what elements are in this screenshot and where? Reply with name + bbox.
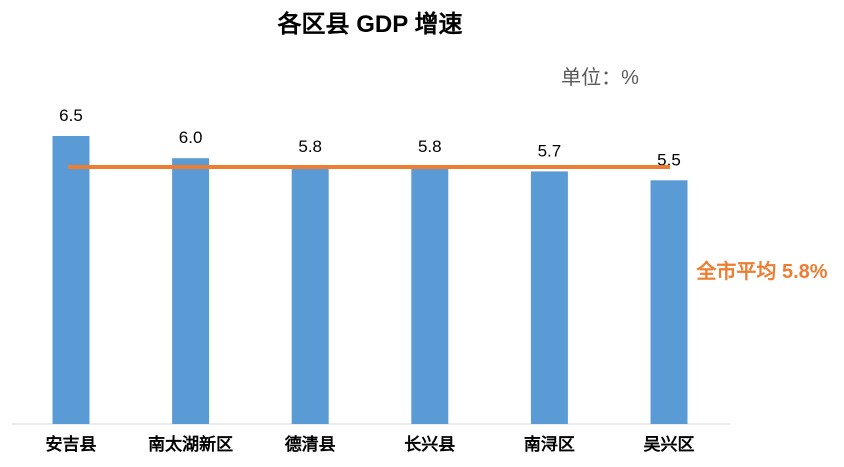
bar: [291, 167, 329, 424]
bar-value-label: 5.8: [418, 137, 442, 156]
bar: [650, 180, 688, 424]
bar-value-label: 6.0: [179, 128, 203, 147]
average-reference-label: 全市平均 5.8%: [695, 259, 827, 283]
bar-value-label: 5.8: [298, 137, 322, 156]
category-labels-layer: 安吉县 南太湖新区 德清县 长兴县 南浔区 吴兴区: [46, 434, 695, 454]
category-label: 安吉县: [46, 434, 97, 454]
unit-label: 单位：%: [561, 66, 639, 89]
category-label: 南太湖新区: [148, 434, 233, 454]
chart-title: 各区县 GDP 增速: [277, 10, 463, 38]
bar-value-label: 5.7: [538, 141, 562, 160]
bar: [411, 167, 449, 424]
bar: [52, 136, 90, 424]
bar: [530, 171, 568, 424]
bars-layer: [52, 136, 688, 424]
category-label: 吴兴区: [644, 435, 695, 454]
bar-value-label: 6.5: [59, 106, 83, 125]
category-label: 德清县: [285, 434, 336, 454]
value-labels-layer: 6.5 6.0 5.8 5.8 5.7 5.5: [59, 106, 681, 169]
bar-value-label: 5.5: [657, 150, 681, 169]
bar: [172, 158, 210, 424]
category-label: 南浔区: [524, 434, 575, 454]
category-label: 长兴县: [404, 434, 455, 454]
